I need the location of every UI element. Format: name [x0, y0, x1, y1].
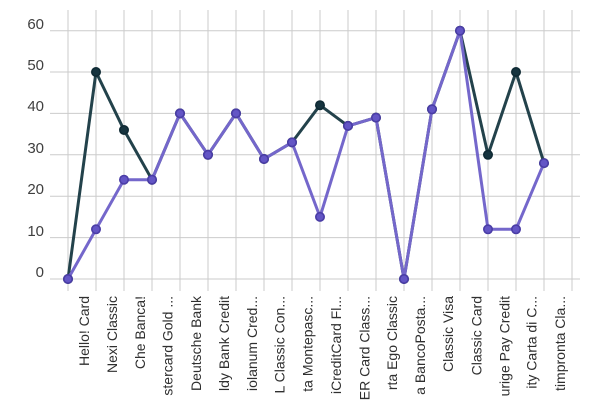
purple-series-data-point[interactable]	[342, 120, 353, 131]
purple-series-data-point[interactable]	[510, 224, 521, 235]
y-axis-tick-label: 40	[27, 98, 44, 116]
y-axis-tick-label: 50	[27, 57, 44, 75]
purple-series-data-point[interactable]	[91, 224, 102, 235]
dark-teal-series-data-point[interactable]	[119, 125, 130, 136]
dark-teal-series-line	[66, 29, 546, 281]
purple-series-data-point[interactable]	[370, 112, 381, 123]
dark-teal-series-data-point[interactable]	[510, 67, 521, 78]
purple-series-data-point[interactable]	[454, 25, 465, 36]
purple-series-data-point[interactable]	[398, 273, 409, 284]
purple-series-data-point[interactable]	[482, 224, 493, 235]
purple-series-data-point[interactable]	[426, 104, 437, 115]
purple-series-data-point[interactable]	[119, 174, 130, 185]
y-axis-tick-label: 60	[27, 15, 44, 33]
dark-teal-series-data-point[interactable]	[91, 67, 102, 78]
y-axis-tick-label: 10	[27, 222, 44, 240]
purple-series-data-point[interactable]	[286, 137, 297, 148]
dark-teal-series-data-point[interactable]	[482, 149, 493, 160]
dark-teal-series-data-point[interactable]	[314, 100, 325, 111]
y-axis-tick-label: 30	[27, 139, 44, 157]
purple-series-data-point[interactable]	[62, 273, 73, 284]
y-axis-tick-label: 20	[27, 181, 44, 199]
purple-series-data-point[interactable]	[231, 108, 242, 119]
purple-series-data-point[interactable]	[538, 158, 549, 169]
purple-series-data-point[interactable]	[258, 154, 269, 165]
purple-series-data-point[interactable]	[314, 211, 325, 222]
purple-series-data-point[interactable]	[147, 174, 158, 185]
y-axis-tick-label: 0	[35, 264, 44, 281]
purple-series-data-point[interactable]	[175, 108, 186, 119]
purple-series-data-point[interactable]	[203, 149, 214, 160]
